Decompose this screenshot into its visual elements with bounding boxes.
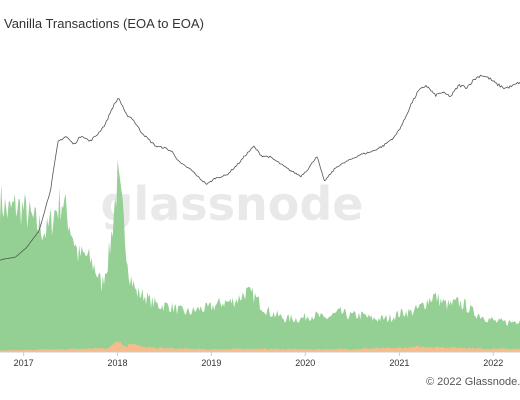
area-total-series xyxy=(0,159,520,352)
x-tick-label: 2019 xyxy=(201,358,221,368)
copyright-text: © 2022 Glassnode. A xyxy=(426,376,520,388)
x-tick-label: 2022 xyxy=(483,358,503,368)
chart-title: Vanilla Transactions (EOA to EOA) xyxy=(4,16,204,31)
x-tick-label: 2017 xyxy=(14,358,34,368)
watermark-logo: glassnode xyxy=(101,177,364,231)
price-line-series xyxy=(0,74,520,261)
x-axis-ticks: 2017 2018 2019 2020 2021 2022 xyxy=(14,352,503,368)
area-sub-series xyxy=(0,341,520,352)
x-tick-label: 2020 xyxy=(295,358,315,368)
x-tick-label: 2018 xyxy=(108,358,128,368)
x-tick-label: 2021 xyxy=(389,358,409,368)
price-line-layer xyxy=(0,74,520,261)
area-layers xyxy=(0,159,520,352)
